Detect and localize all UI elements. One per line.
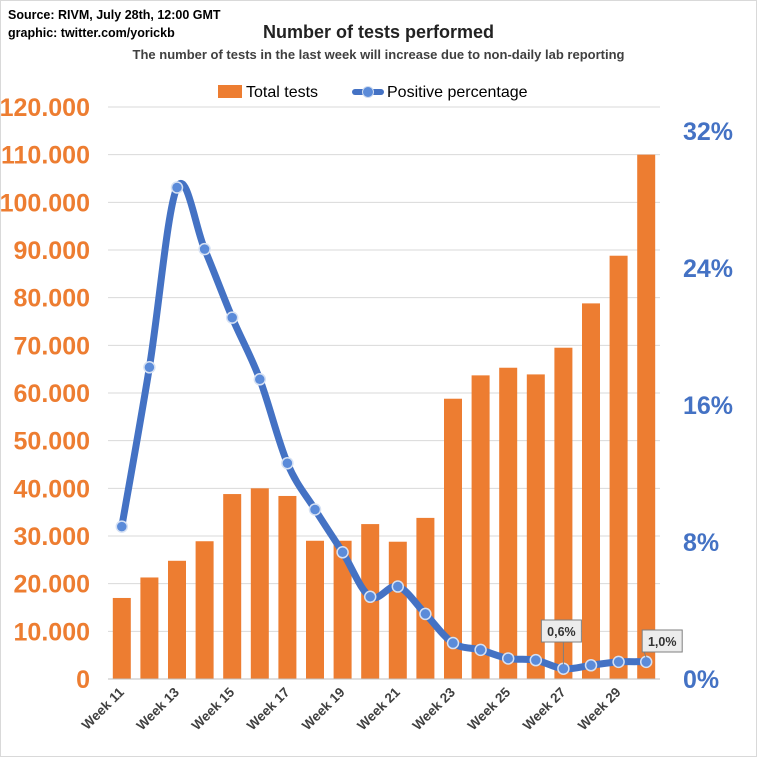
line-marker-week-29 xyxy=(612,655,625,669)
line-marker-week-14 xyxy=(198,242,211,256)
bar-week-12 xyxy=(140,577,159,679)
bar-week-14 xyxy=(195,541,214,679)
bar-week-19 xyxy=(333,540,352,679)
line-marker-week-12 xyxy=(143,361,156,374)
left-axis-tick-label: 110.000 xyxy=(1,142,90,170)
bar-week-22 xyxy=(416,517,435,679)
legend-bar-swatch xyxy=(218,85,242,98)
x-axis-tick-label: Week 29 xyxy=(575,685,624,734)
right-axis-tick-label: 8% xyxy=(683,529,719,557)
line-marker-week-25 xyxy=(501,652,515,665)
bar-week-27 xyxy=(554,347,573,679)
line-marker-week-28 xyxy=(584,659,598,672)
bar-week-24 xyxy=(471,375,490,679)
line-marker-week-22 xyxy=(419,607,432,621)
bar-week-28 xyxy=(582,303,600,679)
x-axis-tick-label: Week 27 xyxy=(520,685,569,734)
legend-label-positive-percentage: Positive percentage xyxy=(387,84,528,101)
left-axis-tick-label: 80.000 xyxy=(14,285,90,313)
left-axis-tick-label: 100.000 xyxy=(0,189,90,217)
annotation-label: 0,6% xyxy=(547,625,576,639)
chart-subtitle: The number of tests in the last week wil… xyxy=(132,47,625,62)
source-note: Source: RIVM, July 28th, 12:00 GMT xyxy=(8,8,221,22)
line-marker-week-17 xyxy=(281,456,294,470)
legend-label-total-tests: Total tests xyxy=(246,84,319,101)
line-marker-week-27 xyxy=(557,662,570,675)
line-marker-week-23 xyxy=(446,636,460,650)
x-axis-tick-label: Week 17 xyxy=(244,685,293,734)
right-axis-tick-label: 32% xyxy=(683,118,733,146)
left-axis-tick-label: 10.000 xyxy=(14,618,90,646)
line-marker-week-19 xyxy=(336,546,349,559)
line-marker-week-24 xyxy=(474,643,487,657)
line-marker-week-18 xyxy=(308,503,322,516)
left-axis-tick-label: 120.000 xyxy=(0,94,90,122)
annotation-leader xyxy=(643,651,647,659)
positive-percentage-line xyxy=(118,180,650,673)
annotation-label: 1,0% xyxy=(648,635,677,649)
legend-item-total-tests: Total tests xyxy=(218,84,318,102)
left-axis-tick-label: 20.000 xyxy=(14,571,90,599)
bar-week-17 xyxy=(278,495,297,679)
x-axis-tick-label: Week 15 xyxy=(189,684,238,733)
graphic-credit: graphic: twitter.com/yorickb xyxy=(8,26,175,40)
legend-item-positive-percentage: Positive percentage xyxy=(352,84,528,102)
left-axis-tick-label: 60.000 xyxy=(14,380,90,408)
line-marker-week-30 xyxy=(639,655,653,669)
annotation-box xyxy=(540,619,582,643)
x-axis-tick-label: Week 21 xyxy=(354,684,403,733)
bar-week-23 xyxy=(444,398,462,679)
line-marker-week-15 xyxy=(225,311,239,324)
x-axis-tick-label: Week 23 xyxy=(409,684,458,733)
bar-week-26 xyxy=(526,374,545,679)
x-axis-tick-label: Week 19 xyxy=(299,685,348,734)
bar-week-13 xyxy=(168,560,186,679)
right-axis-tick-label: 24% xyxy=(683,255,733,283)
left-axis-tick-label: 50.000 xyxy=(14,428,90,456)
bar-week-18 xyxy=(306,540,324,679)
line-marker-week-26 xyxy=(529,653,543,667)
line-marker-week-13 xyxy=(170,181,184,194)
bar-week-29 xyxy=(609,255,628,679)
chart-title: Number of tests performed xyxy=(262,22,495,42)
line-marker-week-16 xyxy=(253,373,267,386)
left-axis-tick-label: 30.000 xyxy=(14,523,90,551)
x-axis-tick-label: Week 13 xyxy=(133,684,182,733)
right-axis-tick-label: 0% xyxy=(683,666,719,694)
line-marker-week-11 xyxy=(115,520,129,533)
left-axis-tick-label: 70.000 xyxy=(14,332,90,360)
line-marker-week-20 xyxy=(363,590,377,604)
bar-week-11 xyxy=(112,597,131,679)
bar-week-21 xyxy=(388,541,407,679)
bar-week-30 xyxy=(637,154,656,679)
legend-line-swatch xyxy=(352,85,384,99)
left-axis-tick-label: 90.000 xyxy=(14,237,90,265)
bar-week-15 xyxy=(223,494,242,679)
x-axis-tick-label: Week 25 xyxy=(465,684,514,733)
left-axis-tick-label: 0 xyxy=(76,666,90,694)
line-marker-week-21 xyxy=(391,580,405,593)
right-axis-tick-label: 16% xyxy=(683,392,733,420)
bar-week-25 xyxy=(499,367,518,679)
left-axis-tick-label: 40.000 xyxy=(14,475,90,503)
bar-week-16 xyxy=(250,488,269,679)
annotation-box xyxy=(641,629,683,653)
